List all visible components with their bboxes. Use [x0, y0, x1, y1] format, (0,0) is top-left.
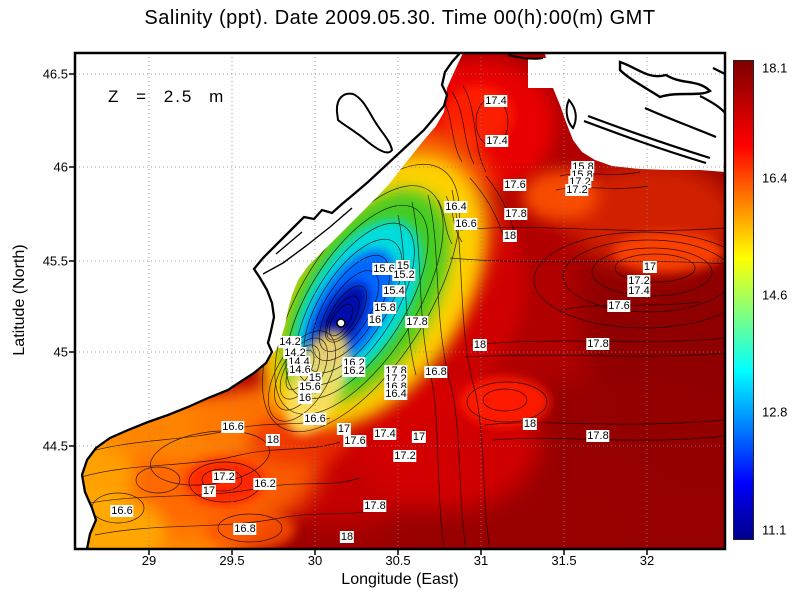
coastline — [80, 53, 725, 549]
chart-title: Salinity (ppt). Date 2009.05.30. Time 00… — [144, 7, 656, 29]
y-axis-label: Latitude (North) — [11, 244, 28, 356]
land-mask — [75, 53, 725, 549]
colorbar — [733, 60, 754, 540]
depth-annotation: Z = 2.5 m — [108, 87, 226, 106]
gridlines — [75, 53, 725, 549]
plot-border — [73, 51, 727, 551]
x-axis-label: Longitude (East) — [341, 571, 459, 588]
station-marker — [336, 318, 346, 328]
